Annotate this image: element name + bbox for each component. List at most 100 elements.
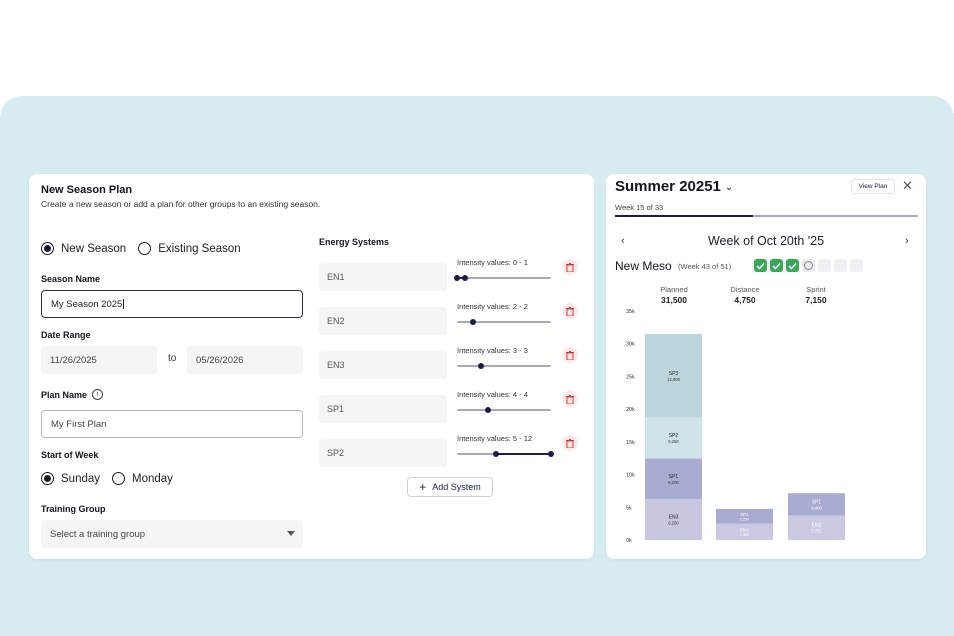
y-tick-label: 20k: [626, 407, 635, 413]
existing-season-radio[interactable]: [138, 242, 152, 255]
week-complete-check-icon: [754, 259, 767, 272]
slider-min-handle[interactable]: [469, 319, 476, 325]
energy-system-name-sp2[interactable]: SP2: [319, 439, 447, 467]
bar-segment-value: 3,400: [811, 505, 822, 510]
slider-max-handle[interactable]: [461, 275, 468, 281]
season-name-input[interactable]: My Season 2025: [41, 290, 303, 318]
card-title: New Season Plan: [41, 184, 133, 196]
bar-segment-value: 2,500: [740, 533, 750, 537]
season-selector[interactable]: Summer 20251 ⌄: [615, 178, 733, 195]
y-tick-label: 10k: [626, 473, 635, 479]
bar-segment-sprint-en2[interactable]: [788, 515, 845, 540]
bar-segment-value: 12,800: [667, 377, 680, 382]
bar-segment-value: 2,250: [740, 517, 750, 521]
week-heading: Week of Oct 20th '25: [707, 234, 825, 248]
week-complete-check-icon: [770, 259, 783, 272]
bar-segment-value: 3,750: [811, 529, 822, 534]
season-name-label: Season Name: [41, 274, 101, 284]
week-progress-fill: [615, 215, 753, 217]
bar-segment-sprint-sp1[interactable]: [788, 493, 845, 516]
start-of-week-label: Start of Week: [41, 450, 99, 460]
intensity-label: Intensity values: 0 - 1: [457, 258, 528, 267]
prev-week-icon[interactable]: ‹: [621, 235, 625, 247]
stat-label-planned: Planned: [660, 285, 688, 294]
season-mode-radio-group: New Season Existing Season: [41, 242, 241, 255]
date-range-label: Date Range: [41, 330, 91, 340]
trash-icon[interactable]: [562, 435, 578, 451]
info-icon[interactable]: i: [92, 389, 104, 400]
bar-segment-name: SP1: [812, 499, 822, 505]
slider-range-fill: [457, 277, 465, 279]
week-pending-box: [818, 259, 831, 272]
plus-icon: +: [419, 480, 427, 494]
sunday-radio-label[interactable]: Sunday: [61, 472, 101, 485]
trash-icon[interactable]: [562, 391, 578, 407]
energy-systems-title: Energy Systems: [319, 237, 390, 247]
week-pending-box: [850, 259, 863, 272]
week-pending-box: [834, 259, 847, 272]
plan-name-input[interactable]: My First Plan: [41, 410, 303, 438]
bar-segment-planned-sp2[interactable]: [645, 417, 702, 459]
y-tick-label: 30k: [626, 342, 635, 348]
plan-name-value: My First Plan: [51, 418, 107, 430]
stat-value-sprint: 7,150: [805, 295, 827, 305]
sunday-radio[interactable]: [41, 472, 54, 485]
close-icon[interactable]: ✕: [902, 178, 913, 193]
add-system-button[interactable]: + Add System: [407, 477, 493, 497]
trash-icon[interactable]: [562, 303, 578, 319]
bar-segment-name: EN2: [740, 527, 749, 532]
slider-min-handle[interactable]: [477, 363, 484, 369]
intensity-slider[interactable]: [457, 407, 551, 413]
existing-season-radio-label[interactable]: Existing Season: [158, 242, 241, 255]
next-week-icon[interactable]: ›: [905, 235, 909, 247]
bar-segment-value: 6,200: [668, 480, 679, 485]
energy-system-name-en1[interactable]: EN1: [319, 263, 447, 291]
plan-name-label-row: Plan Name i: [41, 389, 104, 400]
bar-segment-planned-sp3[interactable]: [645, 333, 702, 418]
monday-radio-label[interactable]: Monday: [132, 472, 173, 485]
stacked-bar-chart: 35k30k25k20k15k10k5k0kEN36,250SP16,200SP…: [626, 309, 845, 544]
bar-segment-distance-sp1[interactable]: [716, 508, 773, 524]
slider-min-handle[interactable]: [493, 451, 500, 457]
bar-segment-planned-sp1[interactable]: [645, 458, 702, 500]
new-season-radio[interactable]: [41, 242, 54, 255]
end-date-input[interactable]: 05/26/2026: [187, 346, 303, 374]
monday-radio[interactable]: [112, 472, 126, 485]
new-season-radio-label[interactable]: New Season: [61, 242, 127, 255]
bar-segment-name: SP3: [669, 371, 679, 377]
week-current-icon: [802, 259, 815, 272]
start-of-week-radio-group: Sunday Monday: [41, 472, 173, 485]
energy-system-name-en3[interactable]: EN3: [319, 351, 447, 379]
bar-segment-name: EN3: [669, 515, 679, 521]
chevron-down-icon: ⌄: [724, 181, 734, 193]
stat-label-distance: Distance: [730, 285, 760, 294]
start-date-value: 11/26/2025: [50, 354, 97, 366]
start-date-input[interactable]: 11/26/2025: [41, 346, 157, 374]
intensity-slider[interactable]: [457, 451, 554, 457]
intensity-slider[interactable]: [454, 275, 551, 281]
intensity-slider[interactable]: [457, 319, 551, 325]
add-system-label: Add System: [432, 482, 481, 492]
bar-segment-planned-en3[interactable]: [645, 499, 702, 540]
bar-segment-distance-en2[interactable]: [716, 523, 773, 540]
view-plan-button[interactable]: View Plan: [851, 179, 895, 194]
energy-system-name-en2[interactable]: EN2: [319, 307, 447, 335]
intensity-slider[interactable]: [457, 363, 551, 369]
new-season-plan-card: New Season Plan Create a new season or a…: [29, 174, 594, 559]
bar-segment-name: SP2: [669, 433, 679, 439]
slider-max-handle[interactable]: [548, 451, 554, 457]
energy-system-name-sp1[interactable]: SP1: [319, 395, 447, 423]
intensity-label: Intensity values: 5 - 12: [457, 434, 533, 443]
slider-min-handle[interactable]: [454, 275, 460, 281]
intensity-label: Intensity values: 3 - 3: [457, 346, 528, 355]
meso-week: (Week 43 of 51): [678, 262, 732, 271]
trash-icon[interactable]: [562, 347, 578, 363]
card-subtitle: Create a new season or add a plan for ot…: [41, 199, 321, 209]
week-progress-text: Week 15 of 33: [615, 203, 664, 212]
training-group-select[interactable]: Select a training group: [41, 520, 303, 548]
meso-name: New Meso: [615, 259, 672, 273]
slider-min-handle[interactable]: [485, 407, 492, 413]
trash-icon[interactable]: [562, 259, 578, 275]
slider-range-fill: [496, 453, 551, 455]
y-tick-label: 35k: [626, 309, 635, 315]
